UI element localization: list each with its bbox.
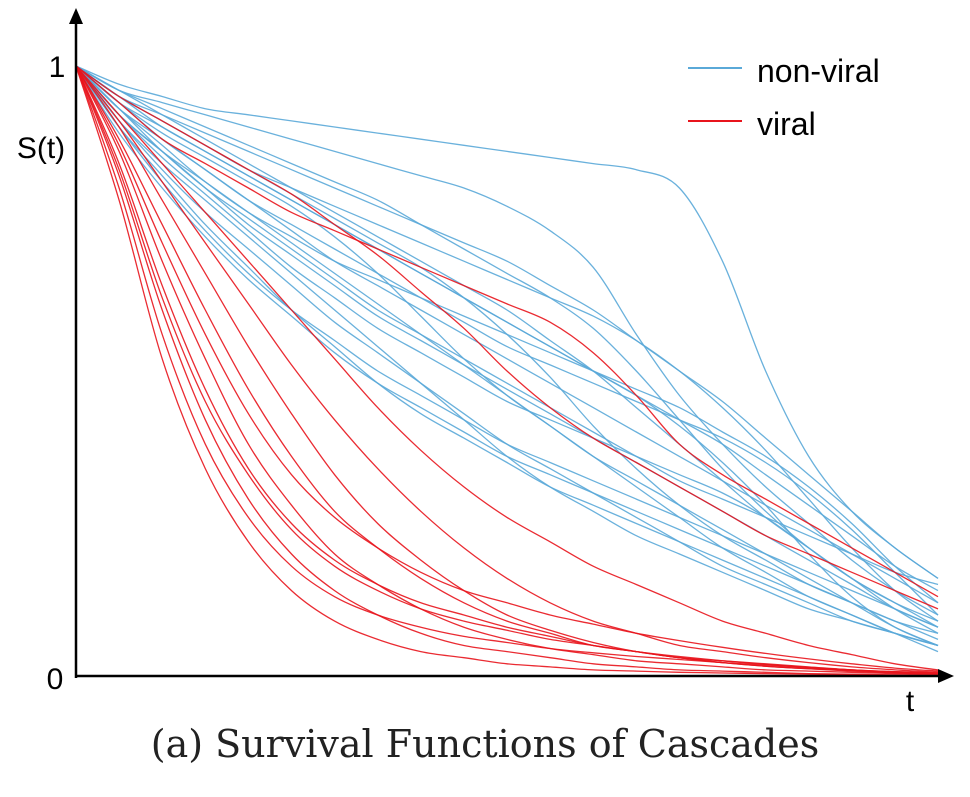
legend-label-viral: viral [757, 106, 816, 142]
curve-viral-13 [75, 65, 939, 675]
curve-non-viral-10 [75, 65, 939, 647]
figure-caption: (a) Survival Functions of Cascades [150, 722, 820, 766]
curve-non-viral-16 [75, 65, 939, 647]
curve-non-viral-19 [75, 65, 939, 628]
curve-non-viral-20 [75, 65, 939, 647]
curve-non-viral-14 [75, 65, 939, 647]
curve-viral-6 [75, 65, 939, 675]
curve-non-viral-1 [75, 65, 939, 579]
curve-viral-12 [75, 65, 939, 610]
curve-viral-10 [75, 65, 939, 671]
curve-non-viral-9 [75, 65, 939, 647]
curve-non-viral-21 [75, 65, 939, 622]
curve-non-viral-13 [75, 65, 939, 653]
curve-viral-11 [75, 65, 939, 598]
curve-non-viral-3 [75, 65, 939, 579]
curve-viral-9 [75, 65, 939, 672]
y-tick-label-top: 1 [49, 51, 66, 84]
series-non-viral [75, 65, 939, 653]
legend: non-viral viral [688, 53, 880, 142]
x-axis-label: t [906, 685, 915, 718]
curve-non-viral-22 [75, 65, 939, 628]
curve-non-viral-6 [75, 65, 939, 628]
curve-viral-2 [75, 65, 939, 677]
legend-label-non-viral: non-viral [757, 53, 880, 89]
curve-viral-1 [75, 65, 939, 677]
curve-non-viral-17 [75, 65, 939, 616]
curve-non-viral-18 [75, 65, 939, 640]
axes [69, 8, 954, 683]
curve-non-viral-11 [75, 65, 939, 622]
y-axis-arrow [69, 8, 83, 24]
curve-viral-8 [75, 65, 939, 673]
series-viral [75, 65, 939, 677]
x-axis-arrow [938, 669, 954, 683]
curve-non-viral-2 [75, 65, 939, 616]
y-axis-label: S(t) [17, 132, 65, 165]
curve-viral-5 [75, 65, 939, 674]
survival-chart: 1 0 S(t) t non-viral viral [17, 8, 954, 718]
curve-non-viral-15 [75, 65, 939, 586]
y-tick-label-bottom: 0 [47, 663, 64, 696]
curve-viral-3 [75, 65, 939, 675]
